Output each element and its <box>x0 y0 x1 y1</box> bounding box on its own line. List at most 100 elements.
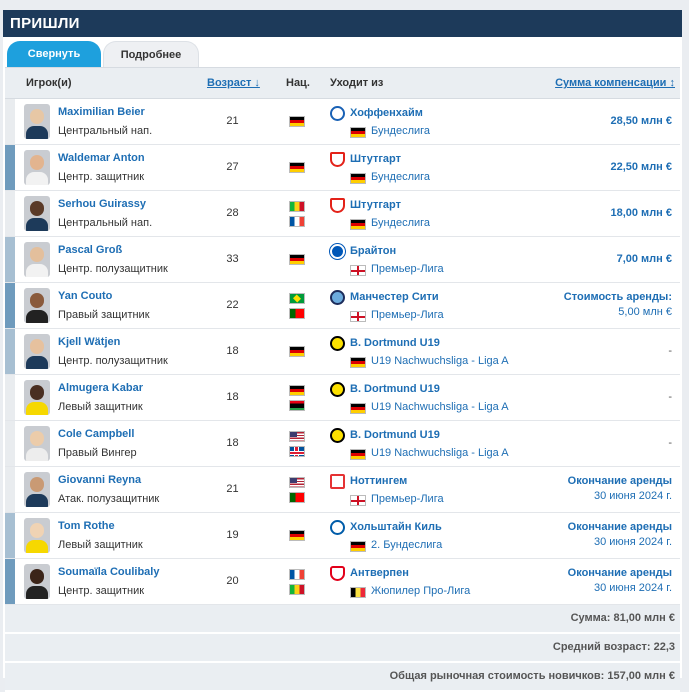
hoffenheim-crest-icon[interactable] <box>330 106 345 121</box>
photo-head <box>30 201 44 216</box>
league-link[interactable]: Бундеслига <box>371 125 431 137</box>
row-marker <box>5 513 15 558</box>
transfer-fee[interactable]: 22,50 млн € <box>610 161 672 173</box>
photo-head <box>30 385 44 400</box>
player-name-link[interactable]: Pascal Groß <box>58 244 123 256</box>
photo-head <box>30 477 44 492</box>
club-name-link[interactable]: Манчестер Сити <box>350 291 439 303</box>
league-link[interactable]: Бундеслига <box>371 171 431 183</box>
transfer-fee[interactable]: Окончание аренды 30 июня 2024 г. <box>568 521 672 548</box>
transfer-fee[interactable]: Окончание аренды 30 июня 2024 г. <box>568 475 672 502</box>
view-tabs: Свернуть Подробнее <box>3 37 682 68</box>
club-name-link[interactable]: Брайтон <box>350 245 397 257</box>
league-link[interactable]: U19 Nachwuchsliga - Liga A <box>371 355 509 367</box>
league-link[interactable]: Премьер-Лига <box>371 309 444 321</box>
transfer-fee[interactable]: 18,00 млн € <box>610 207 672 219</box>
player-name-link[interactable]: Almugera Kabar <box>58 382 143 394</box>
player-photo[interactable] <box>24 196 50 231</box>
player-name-link[interactable]: Kjell Wätjen <box>58 336 121 348</box>
row-marker <box>5 99 15 144</box>
transfer-fee[interactable]: Стоимость аренды: 5,00 млн € <box>564 291 672 318</box>
league-link[interactable]: Бундеслига <box>371 217 431 229</box>
player-age: 33 <box>226 253 239 265</box>
col-fee-sort[interactable]: Сумма компенсации ↕ <box>555 77 675 89</box>
kiel-crest-icon[interactable] <box>330 520 345 535</box>
player-name-link[interactable]: Waldemar Anton <box>58 152 145 164</box>
mancity-crest-icon[interactable] <box>330 290 345 305</box>
player-photo[interactable] <box>24 334 50 369</box>
brighton-crest-icon[interactable] <box>330 244 345 259</box>
player-name-link[interactable]: Giovanni Reyna <box>58 474 142 486</box>
league-link[interactable]: U19 Nachwuchsliga - Liga A <box>371 447 509 459</box>
table-row: Kjell Wätjen Центр. полузащитник 18 B. Dort… <box>5 329 680 375</box>
photo-head <box>30 293 44 308</box>
forest-crest-icon[interactable] <box>330 474 345 489</box>
tab-collapse[interactable]: Свернуть <box>7 41 101 67</box>
transfer-fee[interactable]: 7,00 млн € <box>616 253 672 265</box>
player-position: Центр. защитник <box>58 585 145 597</box>
transfer-fee[interactable]: Окончание аренды 30 июня 2024 г. <box>568 567 672 594</box>
stuttgart-crest-icon[interactable] <box>330 152 345 167</box>
player-photo[interactable] <box>24 242 50 277</box>
club-name-link[interactable]: B. Dortmund U19 <box>350 429 440 441</box>
player-photo[interactable] <box>24 426 50 461</box>
player-name-link[interactable]: Serhou Guirassy <box>58 198 147 210</box>
table-row: Giovanni Reyna Атак. полузащитник 21 Ноттин… <box>5 467 680 513</box>
league-flag-de <box>350 357 366 368</box>
row-marker <box>5 375 15 420</box>
league-link[interactable]: Жюпилер Про-Лига <box>371 585 471 597</box>
league-flag-de <box>350 127 366 138</box>
player-position: Левый защитник <box>58 401 143 413</box>
player-name-link[interactable]: Yan Couto <box>58 290 113 302</box>
player-name-link[interactable]: Soumaïla Coulibaly <box>58 566 160 578</box>
league-link[interactable]: U19 Nachwuchsliga - Liga A <box>371 401 509 413</box>
nationality-flag-de <box>289 385 305 396</box>
player-photo[interactable] <box>24 104 50 139</box>
player-photo[interactable] <box>24 150 50 185</box>
club-name-link[interactable]: Хольштайн Киль <box>350 521 442 533</box>
transfer-fee: - <box>668 345 672 357</box>
antwerp-crest-icon[interactable] <box>330 566 345 581</box>
player-age: 18 <box>226 437 239 449</box>
tab-details[interactable]: Подробнее <box>103 41 199 68</box>
player-photo[interactable] <box>24 380 50 415</box>
club-name-link[interactable]: Хоффенхайм <box>350 107 423 119</box>
player-name-link[interactable]: Maximilian Beier <box>58 106 145 118</box>
nationality-flag-de <box>289 346 305 357</box>
photo-body <box>26 126 48 139</box>
player-name-link[interactable]: Tom Rothe <box>58 520 115 532</box>
row-marker <box>5 467 15 512</box>
club-name-link[interactable]: B. Dortmund U19 <box>350 337 440 349</box>
club-name-link[interactable]: Штутгарт <box>350 153 402 165</box>
league-link[interactable]: Премьер-Лига <box>371 493 444 505</box>
dortmund-crest-icon[interactable] <box>330 382 345 397</box>
fee-value: 30 июня 2024 г. <box>593 536 672 548</box>
club-name-link[interactable]: Антверпен <box>350 567 409 579</box>
player-age: 27 <box>226 161 239 173</box>
table-row: Maximilian Beier Центральный нап. 21 Хоффен… <box>5 99 680 145</box>
fee-label: Окончание аренды <box>567 475 672 487</box>
stuttgart-crest-icon[interactable] <box>330 198 345 213</box>
league-link[interactable]: 2. Бундеслига <box>371 539 443 551</box>
nationality-flag-ml <box>289 201 305 212</box>
player-photo[interactable] <box>24 472 50 507</box>
player-photo[interactable] <box>24 288 50 323</box>
dortmund-crest-icon[interactable] <box>330 336 345 351</box>
player-age: 22 <box>226 299 239 311</box>
photo-body <box>26 494 48 507</box>
dortmund-crest-icon[interactable] <box>330 428 345 443</box>
player-photo[interactable] <box>24 564 50 599</box>
total-market-value: Общая рыночная стоимость новичков: 157,0… <box>5 663 680 692</box>
club-name-link[interactable]: Штутгарт <box>350 199 402 211</box>
club-name-link[interactable]: Ноттингем <box>350 475 408 487</box>
league-link[interactable]: Премьер-Лига <box>371 263 444 275</box>
player-photo[interactable] <box>24 518 50 553</box>
club-name-link[interactable]: B. Dortmund U19 <box>350 383 440 395</box>
transfer-fee[interactable]: 28,50 млн € <box>610 115 672 127</box>
average-age: Средний возраст: 22,3 <box>5 634 680 663</box>
player-age: 28 <box>226 207 239 219</box>
col-age-sort[interactable]: Возраст ↓ <box>207 77 260 89</box>
row-marker <box>5 283 15 328</box>
col-player: Игрок(и) <box>26 77 72 89</box>
player-name-link[interactable]: Cole Campbell <box>58 428 135 440</box>
